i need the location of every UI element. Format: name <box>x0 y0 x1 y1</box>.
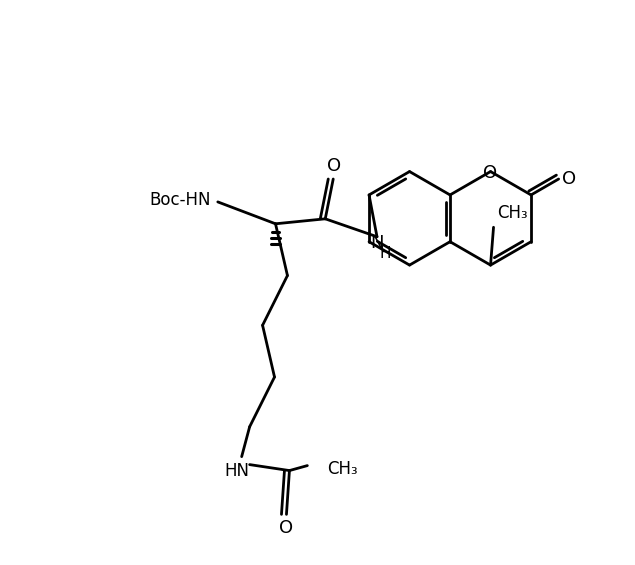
Text: HN: HN <box>224 462 249 480</box>
Text: CH₃: CH₃ <box>497 205 528 223</box>
Text: O: O <box>327 157 341 175</box>
Text: H: H <box>379 246 391 261</box>
Text: N: N <box>370 234 384 251</box>
Text: O: O <box>561 170 576 188</box>
Text: CH₃: CH₃ <box>327 459 358 477</box>
Text: Boc-HN: Boc-HN <box>149 191 211 209</box>
Text: O: O <box>279 519 293 537</box>
Text: O: O <box>483 163 498 181</box>
